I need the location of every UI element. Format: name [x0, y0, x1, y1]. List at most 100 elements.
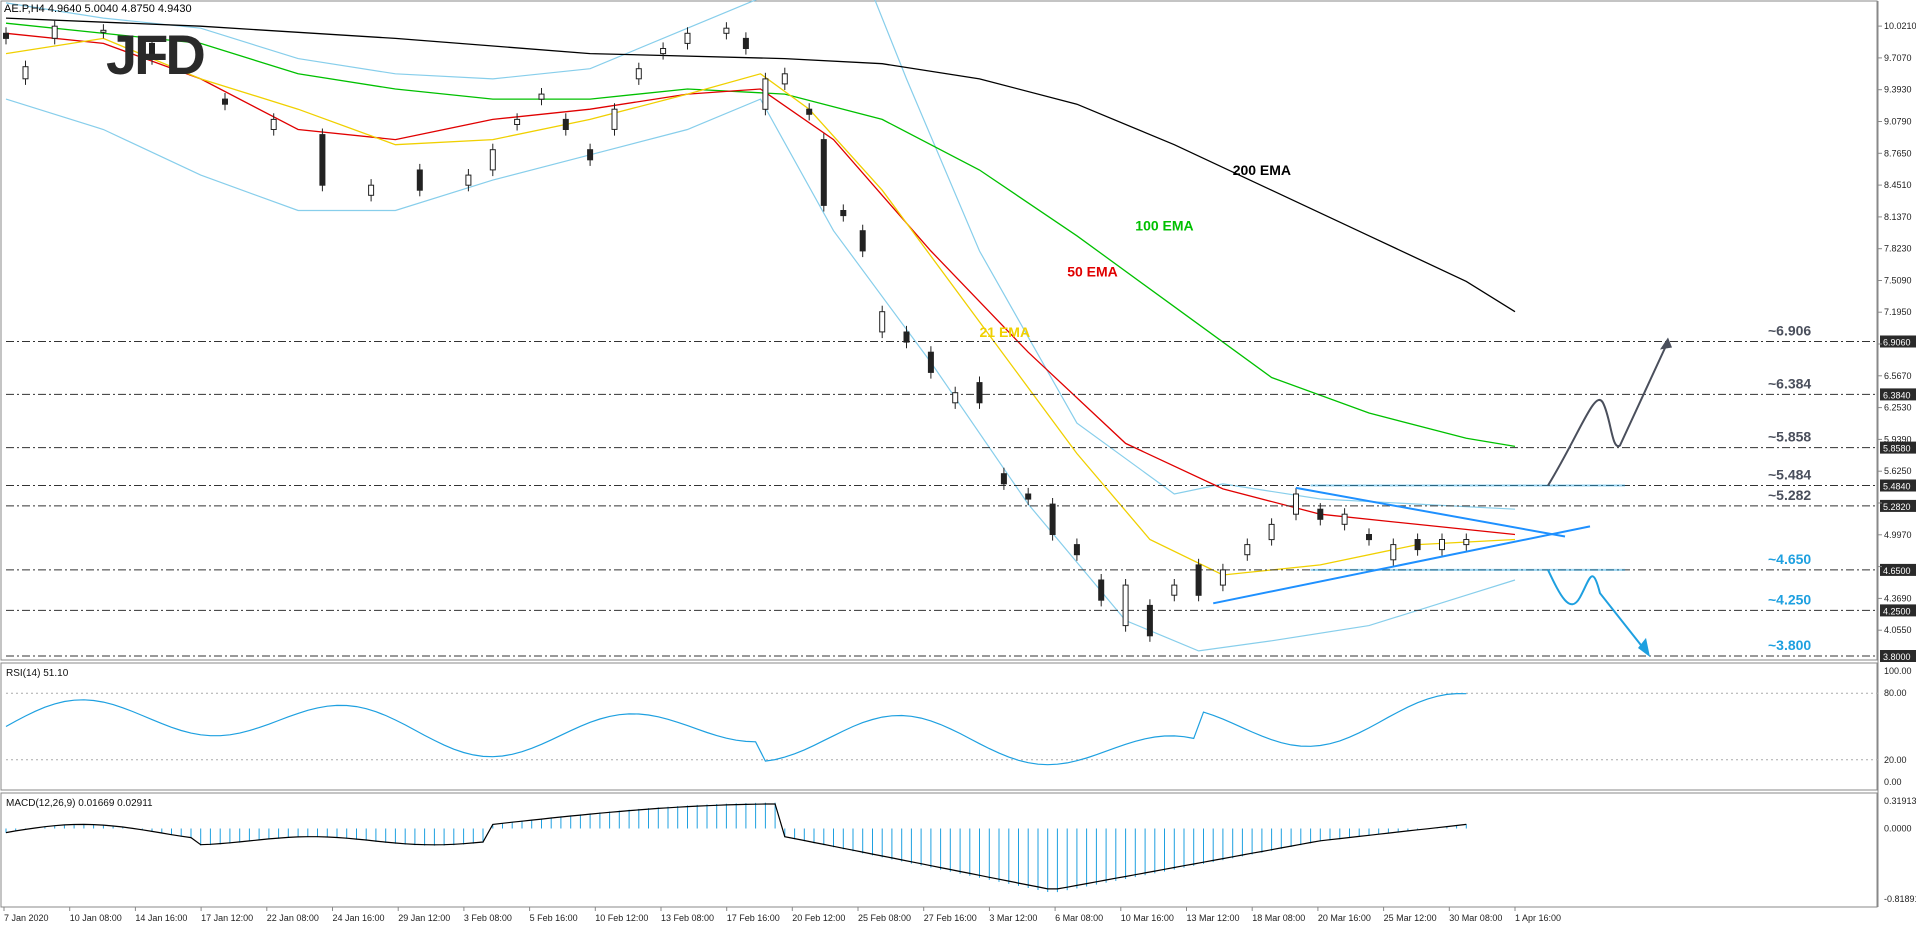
rsi-indicator: RSI(14) 51.10 100.00 80.00 20.00 0.00 [5, 666, 1912, 787]
rsi-tick-label: 100.00 [1884, 666, 1912, 676]
price-tick-label: 7.1950 [1884, 307, 1912, 317]
level-tag: 5.4840 [1883, 482, 1911, 492]
ema200-line [5, 17, 1516, 313]
ema-lines [5, 17, 1516, 576]
price-tick-label: 4.3690 [1884, 593, 1912, 603]
candle-body [1439, 539, 1445, 551]
ema100-line [5, 22, 1516, 448]
candle-body [1390, 544, 1397, 561]
price-tick-label: 9.0790 [1884, 117, 1912, 127]
candle-body [1000, 473, 1007, 485]
macd-tick-label: -0.81891 [1884, 894, 1916, 904]
time-axis: 7 Jan 2020 10 Jan 08:00 14 Jan 16:00 17 Jan… [3, 907, 1561, 923]
macd-tick-label: 0.0000 [1884, 824, 1912, 834]
macd-label: MACD(12,26,9) 0.01669 0.02911 [6, 798, 153, 809]
level-tag: 4.6500 [1883, 566, 1911, 576]
level-tag-bg [1880, 441, 1916, 454]
candle-body [1146, 604, 1153, 637]
candle-body [270, 118, 277, 131]
price-tick-label: 7.8230 [1884, 244, 1912, 254]
time-tick-label: 20 Feb 12:00 [792, 913, 845, 923]
level-label: ~4.250 [1768, 591, 1811, 607]
candle-body [1366, 534, 1372, 541]
time-tick-label: 7 Jan 2020 [4, 913, 49, 923]
candle-body [416, 169, 423, 191]
level-label: ~5.858 [1768, 429, 1811, 445]
time-tick-label: 17 Jan 12:00 [201, 913, 253, 923]
candle-body [1244, 544, 1251, 556]
candle-body [762, 78, 769, 110]
time-tick-label: 17 Feb 16:00 [727, 913, 780, 923]
time-tick-label: 29 Jan 12:00 [398, 913, 450, 923]
level-tag: 6.3840 [1883, 390, 1911, 400]
level-tag-bg [1880, 650, 1916, 662]
chart-annotations: 200 EMA 100 EMA 50 EMA 21 EMA [980, 162, 1292, 340]
price-tick-label: 9.3930 [1884, 85, 1912, 95]
level-tag-bg [1880, 388, 1916, 401]
level-tag: 5.8580 [1883, 444, 1911, 454]
ema-label: 100 EMA [1135, 218, 1193, 234]
ema-label: 21 EMA [980, 324, 1031, 340]
candle-body [1463, 539, 1470, 546]
symbol-info: AE.P,H4 4.9640 5.0040 4.8750 4.9430 [4, 3, 192, 15]
bullish-arrow-head [1660, 337, 1672, 350]
macd-signal-line [5, 803, 1467, 890]
candle-body [976, 382, 983, 404]
level-tag: 3.8000 [1883, 652, 1911, 662]
level-tag: 5.2820 [1883, 502, 1911, 512]
ema-label: 200 EMA [1233, 162, 1291, 178]
candle-body [611, 108, 618, 130]
candle-body [1122, 584, 1129, 627]
price-tick-label: 8.4510 [1884, 180, 1912, 190]
time-tick-label: 14 Jan 16:00 [135, 913, 187, 923]
candle-body [100, 29, 107, 33]
triangle-upper-line [1295, 486, 1566, 538]
price-tick-label: 4.0550 [1884, 625, 1912, 635]
time-tick-label: 5 Feb 16:00 [530, 913, 578, 923]
level-label: ~3.800 [1768, 637, 1811, 653]
level-label: ~6.384 [1768, 375, 1811, 391]
candle-body [514, 118, 521, 126]
rsi-line [5, 692, 1467, 766]
time-tick-label: 25 Mar 12:00 [1384, 913, 1437, 923]
candle-body [562, 118, 569, 131]
level-tag: 6.9060 [1883, 338, 1911, 348]
rsi-label: RSI(14) 51.10 [6, 668, 69, 679]
time-tick-label: 25 Feb 08:00 [858, 913, 911, 923]
candle-body [51, 25, 58, 39]
triangle-lower-line [1212, 525, 1591, 605]
candle-body [3, 32, 9, 39]
time-tick-label: 20 Mar 16:00 [1318, 913, 1371, 923]
jfd-logo: JFD [106, 23, 206, 86]
main-panel-frame [0, 0, 1878, 661]
time-tick-label: 10 Jan 08:00 [70, 913, 122, 923]
price-tick-label: 5.9390 [1884, 434, 1912, 444]
candle-body [1098, 579, 1105, 601]
price-tick-label: 8.1370 [1884, 212, 1912, 222]
horizontal-levels: ~6.906 6.9060 ~6.384 6.3840 ~5.858 5.8580 ~5.4… [6, 323, 1916, 662]
candle-body [1414, 539, 1421, 551]
rsi-tick-label: 80.00 [1884, 688, 1907, 698]
candle-body [840, 210, 847, 217]
time-tick-label: 24 Jan 16:00 [333, 913, 385, 923]
time-tick-label: 10 Mar 16:00 [1121, 913, 1174, 923]
level-label: ~5.282 [1768, 487, 1811, 503]
price-tick-label: 4.9970 [1884, 530, 1912, 540]
candle-body [1317, 508, 1324, 520]
candle-body [635, 68, 642, 80]
time-tick-label: 13 Mar 12:00 [1187, 913, 1240, 923]
time-tick-label: 30 Mar 08:00 [1449, 913, 1502, 923]
candle-body [1195, 564, 1202, 596]
candle-body [22, 66, 29, 80]
candle-body [723, 27, 730, 34]
candle-body [1049, 503, 1056, 536]
time-tick-label: 10 Feb 12:00 [595, 913, 648, 923]
time-tick-label: 3 Feb 08:00 [464, 913, 512, 923]
candle-body [587, 149, 594, 161]
candle-body [368, 184, 375, 196]
candle-body [1025, 493, 1032, 500]
candle-body [859, 230, 866, 252]
macd-tick-label: 0.31913 [1884, 796, 1916, 806]
candle-body [1073, 544, 1080, 556]
